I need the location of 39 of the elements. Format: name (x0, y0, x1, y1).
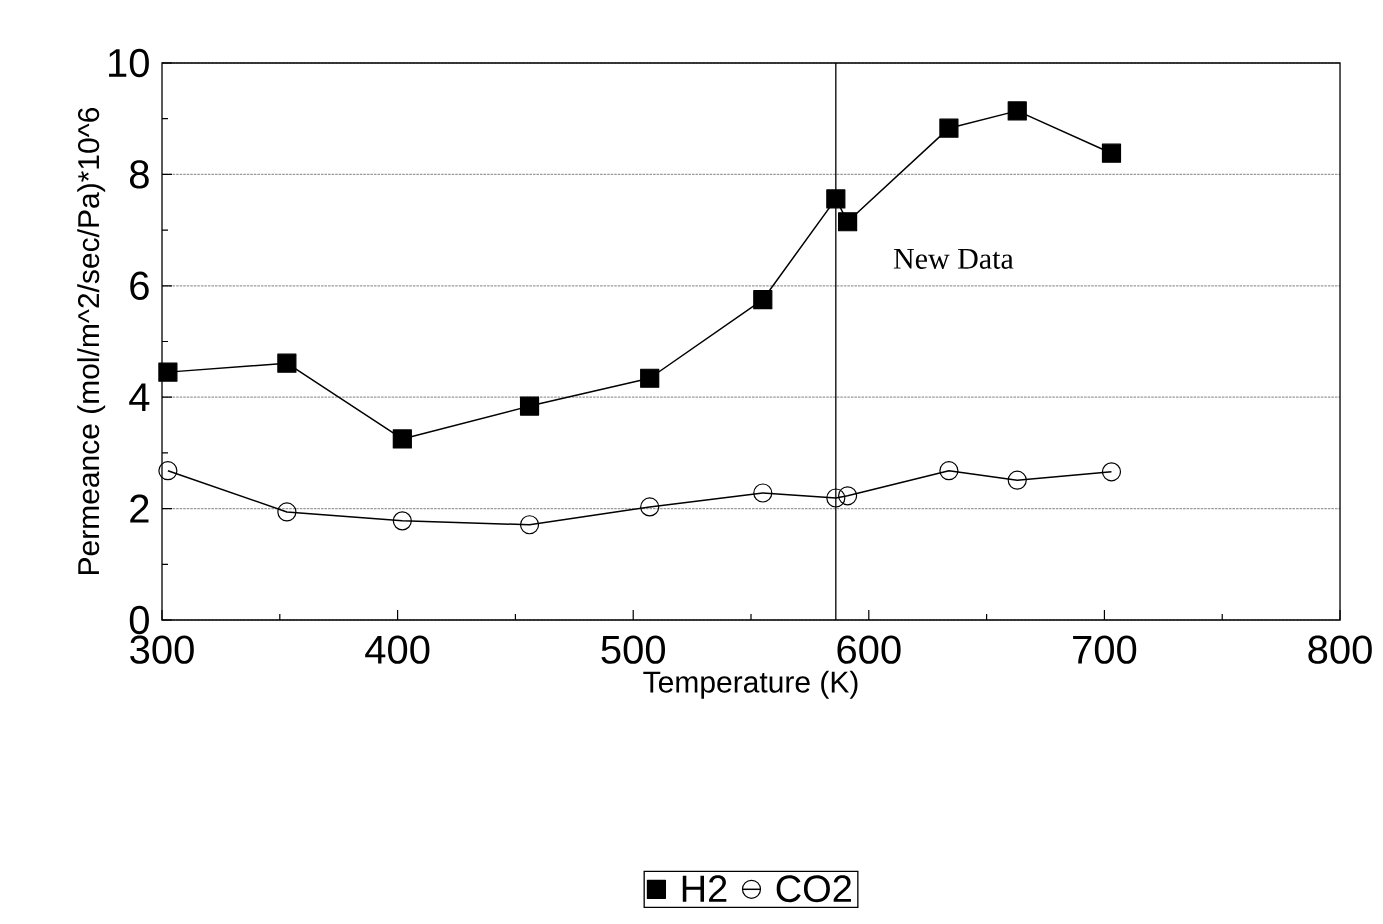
y-tick-label: 8 (129, 160, 149, 189)
point (826, 189, 846, 209)
y-tick-label: 4 (129, 383, 150, 411)
point (1101, 143, 1122, 163)
x-tick-label: 300 (130, 635, 194, 664)
x-tick-label: 800 (1308, 635, 1372, 664)
point (838, 212, 858, 232)
ref-line-label: New Data (893, 248, 1014, 269)
point (519, 396, 540, 416)
x-tick-label: 400 (365, 635, 430, 664)
point (826, 488, 846, 508)
y-tick-label: 0 (129, 605, 149, 635)
point (640, 368, 660, 388)
y-tick-label: 6 (130, 271, 149, 300)
point (838, 486, 858, 506)
y-tick-label: 2 (130, 494, 149, 523)
point (1101, 462, 1122, 482)
x-tick-label: 700 (1073, 635, 1137, 664)
y-axis-title: Permeance (mol/m^2/sec/Pa)*10^6 (77, 107, 106, 575)
legend-label: CO2 (776, 875, 851, 903)
point (392, 511, 412, 531)
point (158, 362, 178, 382)
point (753, 483, 773, 503)
point (277, 353, 297, 373)
point (939, 118, 959, 138)
point (519, 515, 540, 535)
x-tick-label: 600 (837, 635, 901, 664)
point (640, 497, 660, 517)
x-axis-title: Temperature (K) (643, 670, 858, 699)
point (158, 461, 178, 481)
point (753, 290, 773, 310)
point (1007, 101, 1027, 121)
point (939, 461, 959, 481)
x-tick-label: 500 (601, 635, 666, 664)
legend-label: H2 (682, 875, 727, 902)
point (392, 429, 412, 449)
point (277, 502, 297, 522)
point (1007, 470, 1027, 490)
y-tick-label: 10 (109, 48, 149, 78)
